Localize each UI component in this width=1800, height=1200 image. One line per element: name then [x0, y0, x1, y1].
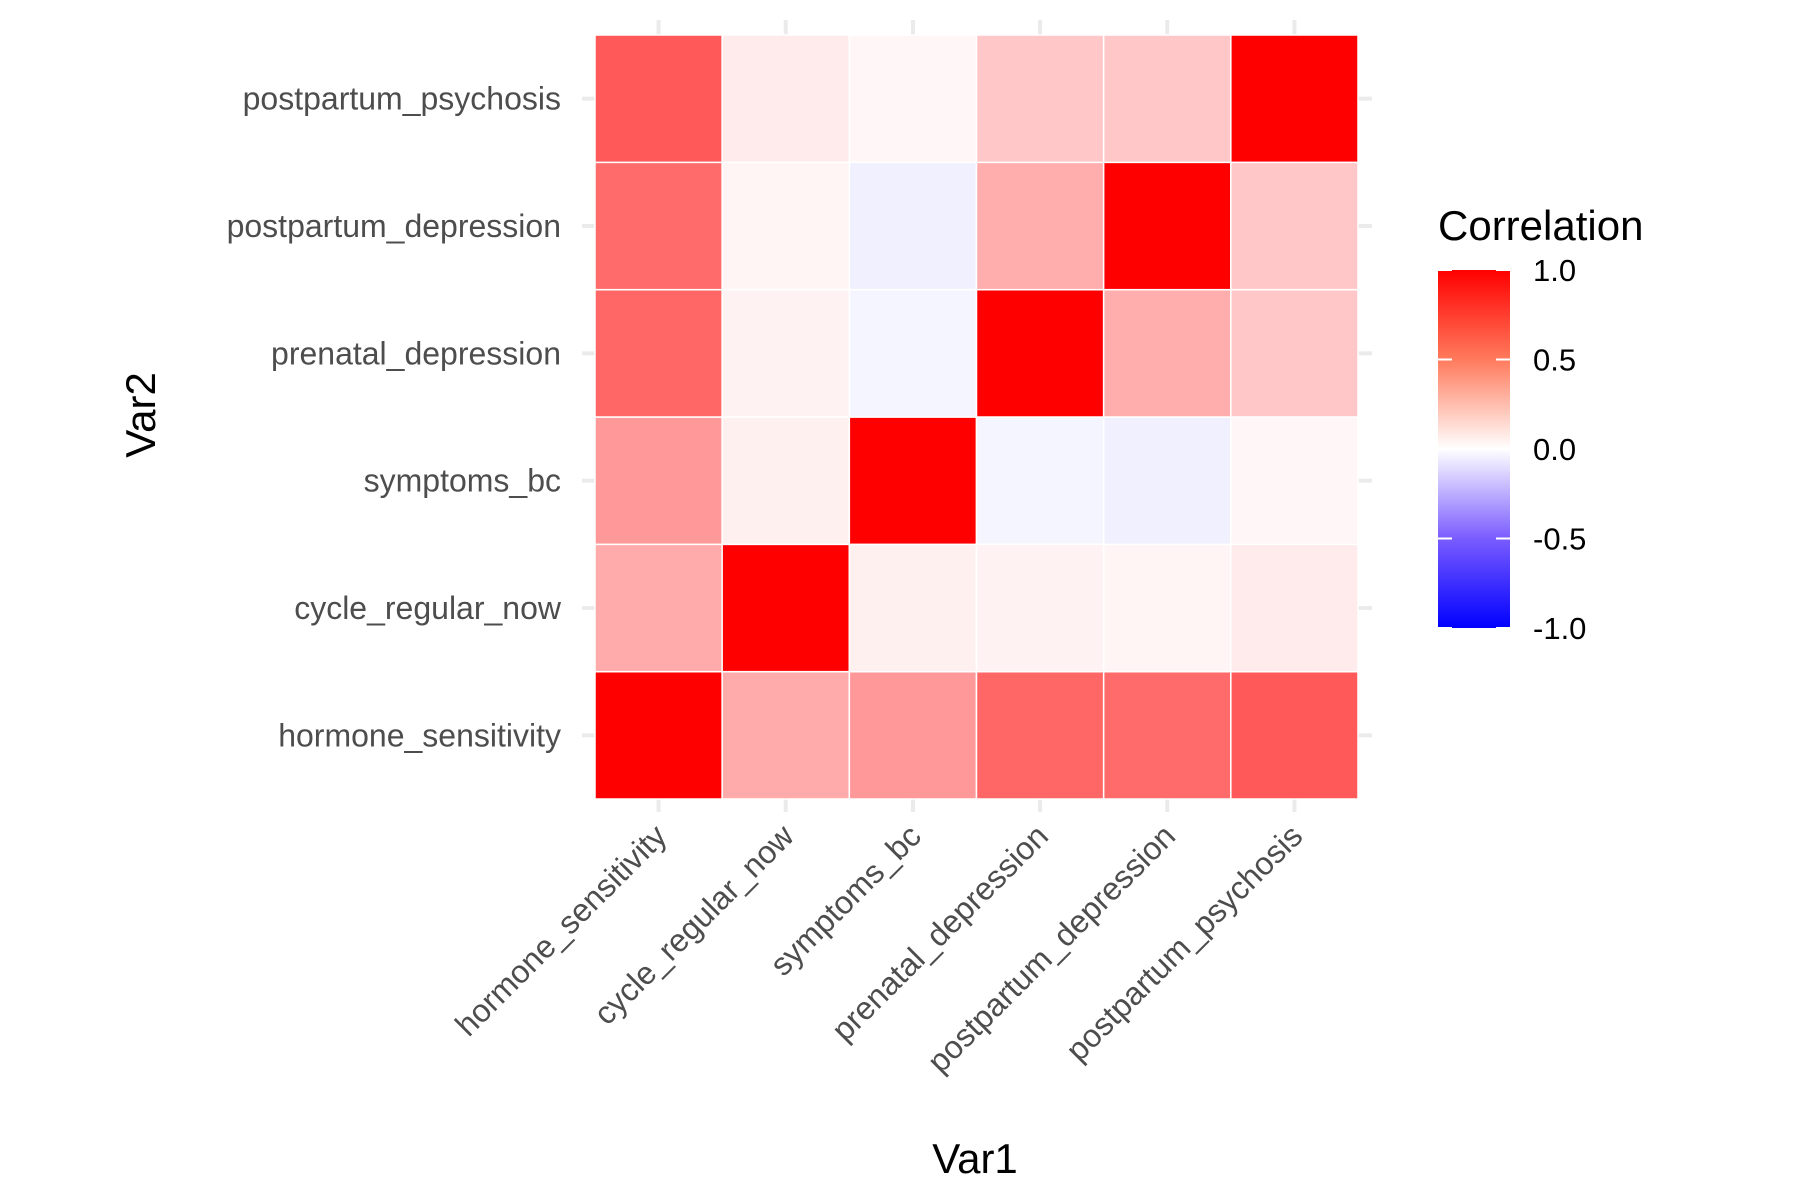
heatmap-cell — [1230, 34, 1359, 164]
heatmap-cell — [594, 34, 723, 164]
heatmap-cell — [594, 288, 723, 418]
heatmap-cell — [1230, 161, 1359, 291]
legend-tick-label: 0.0 — [1533, 432, 1576, 467]
heatmap-cell — [848, 161, 978, 291]
heatmap-cell — [1102, 416, 1232, 546]
x-axis-tick-labels: hormone_sensitivitycycle_regular_nowsymp… — [448, 817, 1309, 1080]
x-tick-label: postpartum_psychosis — [1059, 817, 1310, 1068]
heatmap-cell — [1230, 670, 1359, 800]
heatmap-cell — [848, 34, 978, 164]
y-tick-label: postpartum_depression — [227, 208, 561, 244]
heatmap-cell — [1102, 161, 1232, 291]
heatmap-cells — [594, 34, 1359, 800]
heatmap-cell — [721, 34, 851, 164]
y-axis-tick-labels: hormone_sensitivity cycle_regular_now symp… — [227, 81, 562, 754]
heatmap-cell — [975, 288, 1105, 418]
heatmap-cell — [1230, 288, 1359, 418]
y-tick-label: prenatal_depression — [271, 335, 561, 371]
heatmap-cell — [975, 670, 1105, 800]
heatmap-cell — [1102, 670, 1232, 800]
heatmap-cell — [594, 161, 723, 291]
heatmap-cell — [848, 288, 978, 418]
heatmap-cell — [975, 416, 1105, 546]
legend-tick-label: 0.5 — [1533, 343, 1576, 378]
x-axis-title: Var1 — [932, 1135, 1018, 1182]
heatmap-cell — [848, 543, 978, 673]
legend-ticks: 1.0 0.5 0.0 -0.5 -1.0 — [1438, 253, 1586, 646]
heatmap-cell — [1230, 543, 1359, 673]
heatmap-cell — [721, 416, 851, 546]
heatmap-cell — [975, 543, 1105, 673]
heatmap-cell — [721, 288, 851, 418]
legend: Correlation 1.0 0.5 0.0 -0.5 -1.0 — [1438, 202, 1643, 646]
heatmap-cell — [721, 670, 851, 800]
heatmap-cell — [594, 670, 723, 800]
x-tick-label: postpartum_depression — [920, 817, 1182, 1079]
legend-tick-label: -1.0 — [1533, 611, 1586, 646]
heatmap-cell — [594, 416, 723, 546]
heatmap-cell — [848, 416, 978, 546]
heatmap-cell — [975, 34, 1105, 164]
legend-tick-label: -0.5 — [1533, 522, 1586, 557]
heatmap-cell — [1102, 543, 1232, 673]
heatmap-cell — [594, 543, 723, 673]
y-tick-label: symptoms_bc — [364, 463, 561, 499]
x-tick-label: prenatal_depression — [825, 817, 1056, 1048]
heatmap-cell — [721, 543, 851, 673]
y-tick-label: postpartum_psychosis — [243, 81, 561, 117]
legend-tick-label: 1.0 — [1533, 253, 1576, 288]
heatmap-cell — [848, 670, 978, 800]
heatmap-cell — [1230, 416, 1359, 546]
x-tick-label: hormone_sensitivity — [448, 817, 673, 1042]
y-tick-label: hormone_sensitivity — [278, 717, 561, 753]
heatmap-cell — [721, 161, 851, 291]
heatmap-cell — [1102, 288, 1232, 418]
y-tick-label: cycle_regular_now — [294, 590, 562, 626]
y-axis-title: Var2 — [117, 372, 164, 458]
legend-title: Correlation — [1438, 202, 1643, 249]
heatmap-cell — [1102, 34, 1232, 164]
heatmap-cell — [975, 161, 1105, 291]
